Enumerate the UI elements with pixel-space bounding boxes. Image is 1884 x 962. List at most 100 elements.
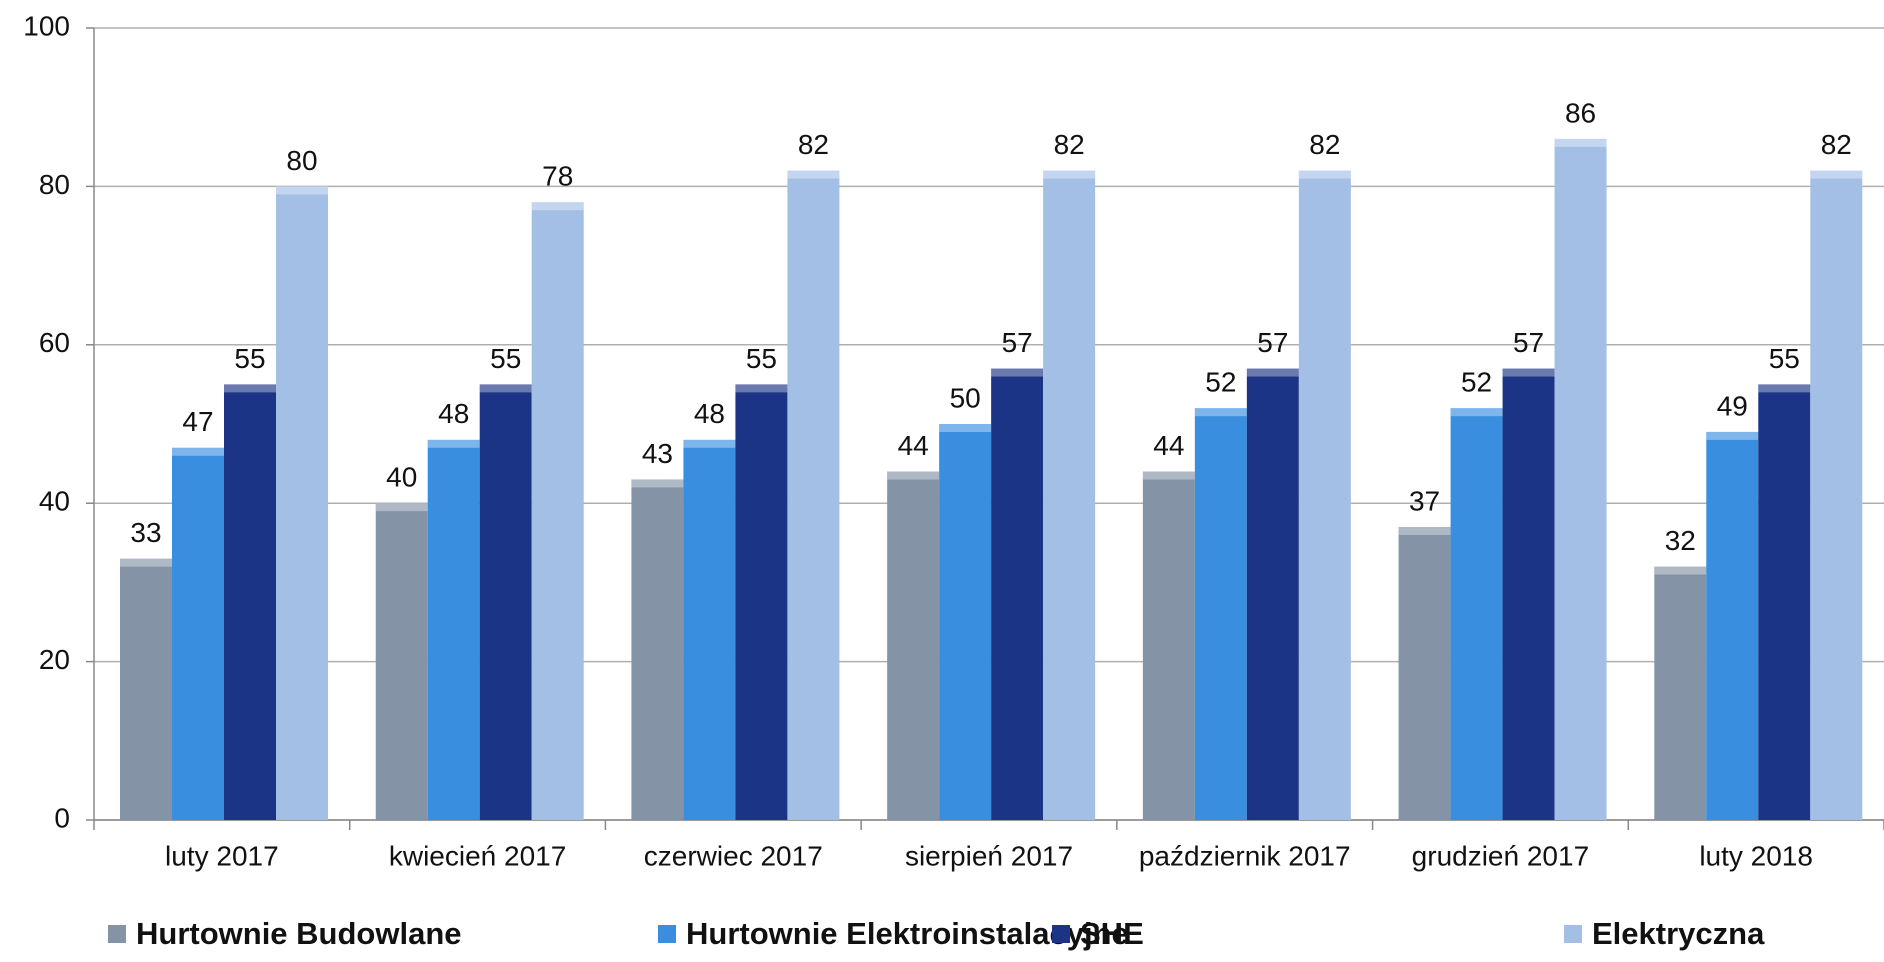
value-label: 57 bbox=[1513, 327, 1544, 358]
x-tick-label: czerwiec 2017 bbox=[644, 840, 823, 871]
value-label: 48 bbox=[694, 398, 725, 429]
bar bbox=[1810, 170, 1863, 820]
legend-label: Hurtownie Budowlane bbox=[136, 916, 462, 951]
legend-swatch bbox=[108, 925, 126, 943]
bar-cap bbox=[224, 384, 276, 393]
bar-cap bbox=[1502, 368, 1555, 377]
bar bbox=[375, 503, 428, 820]
bar-cap bbox=[479, 384, 532, 393]
bar-cap bbox=[1043, 170, 1096, 179]
value-label: 57 bbox=[1257, 327, 1288, 358]
bar bbox=[224, 384, 276, 820]
bar-cap bbox=[1758, 384, 1811, 393]
value-label: 37 bbox=[1409, 485, 1440, 516]
y-tick-label: 0 bbox=[54, 802, 70, 833]
bar-cap bbox=[1298, 170, 1351, 179]
bar-cap bbox=[120, 558, 172, 567]
value-label: 48 bbox=[438, 398, 469, 429]
bar-cap bbox=[1194, 408, 1247, 417]
value-label: 55 bbox=[746, 343, 777, 374]
bar bbox=[1398, 526, 1451, 820]
bar-cap bbox=[1246, 368, 1299, 377]
value-label: 55 bbox=[1769, 343, 1800, 374]
y-tick-label: 40 bbox=[39, 486, 70, 517]
bar bbox=[1142, 471, 1195, 820]
legend-label: SHE bbox=[1080, 916, 1144, 951]
bar bbox=[120, 558, 172, 820]
bar bbox=[427, 439, 480, 820]
value-label: 82 bbox=[1309, 129, 1340, 160]
value-label: 86 bbox=[1565, 97, 1596, 128]
value-label: 78 bbox=[542, 161, 573, 192]
legend-swatch bbox=[1564, 925, 1582, 943]
bar bbox=[276, 186, 328, 820]
bar bbox=[939, 424, 992, 820]
bar bbox=[991, 368, 1044, 820]
bar bbox=[735, 384, 788, 820]
legend-swatch bbox=[1052, 925, 1070, 943]
value-label: 50 bbox=[950, 382, 981, 413]
bar bbox=[1706, 431, 1759, 820]
bar bbox=[1654, 566, 1707, 820]
value-label: 44 bbox=[898, 430, 929, 461]
value-label: 82 bbox=[1821, 129, 1852, 160]
bar bbox=[1246, 368, 1299, 820]
bar-cap bbox=[787, 170, 840, 179]
value-label: 52 bbox=[1205, 367, 1236, 398]
bar-cap bbox=[631, 479, 684, 488]
bar-cap bbox=[1450, 408, 1503, 417]
bar bbox=[1758, 384, 1811, 820]
legend-swatch bbox=[658, 925, 676, 943]
bar bbox=[1450, 408, 1503, 820]
bar bbox=[1554, 138, 1607, 820]
value-label: 44 bbox=[1153, 430, 1184, 461]
bar-cap bbox=[531, 202, 584, 211]
bar bbox=[479, 384, 532, 820]
bar bbox=[1043, 170, 1096, 820]
bar-cap bbox=[1706, 431, 1759, 440]
value-label: 82 bbox=[1054, 129, 1085, 160]
bar-cap bbox=[939, 424, 992, 432]
value-label: 47 bbox=[182, 406, 213, 437]
y-tick-label: 60 bbox=[39, 327, 70, 358]
value-label: 57 bbox=[1002, 327, 1033, 358]
bar-cap bbox=[887, 471, 940, 480]
bar bbox=[1194, 408, 1247, 820]
value-label: 82 bbox=[798, 129, 829, 160]
value-label: 32 bbox=[1665, 525, 1696, 556]
bar-cap bbox=[735, 384, 788, 393]
y-tick-label: 100 bbox=[23, 10, 70, 41]
value-label: 80 bbox=[286, 145, 317, 176]
bar-cap bbox=[276, 186, 328, 195]
value-label: 55 bbox=[234, 343, 265, 374]
bar bbox=[787, 170, 840, 820]
bar-cap bbox=[1554, 138, 1607, 147]
bar-cap bbox=[375, 503, 428, 512]
x-tick-label: sierpień 2017 bbox=[905, 840, 1073, 871]
bar-cap bbox=[427, 439, 480, 448]
value-label: 40 bbox=[386, 462, 417, 493]
bar-cap bbox=[1142, 471, 1195, 480]
bar-cap bbox=[1654, 566, 1707, 575]
y-tick-label: 80 bbox=[39, 169, 70, 200]
value-label: 55 bbox=[490, 343, 521, 374]
value-label: 33 bbox=[130, 517, 161, 548]
legend-label: Elektryczna bbox=[1592, 916, 1765, 951]
bar-cap bbox=[991, 368, 1044, 377]
x-tick-label: kwiecień 2017 bbox=[389, 840, 566, 871]
x-tick-label: grudzień 2017 bbox=[1412, 840, 1589, 871]
bar-cap bbox=[1810, 170, 1863, 179]
bar bbox=[631, 479, 684, 820]
bar bbox=[887, 471, 940, 820]
bar-cap bbox=[1398, 526, 1451, 535]
value-label: 43 bbox=[642, 438, 673, 469]
x-tick-label: luty 2018 bbox=[1699, 840, 1813, 871]
bar bbox=[683, 439, 736, 820]
value-label: 49 bbox=[1717, 390, 1748, 421]
bar-cap bbox=[683, 439, 736, 448]
bar bbox=[1502, 368, 1555, 820]
x-tick-label: luty 2017 bbox=[165, 840, 279, 871]
y-tick-label: 20 bbox=[39, 644, 70, 675]
bar-cap bbox=[172, 447, 224, 456]
